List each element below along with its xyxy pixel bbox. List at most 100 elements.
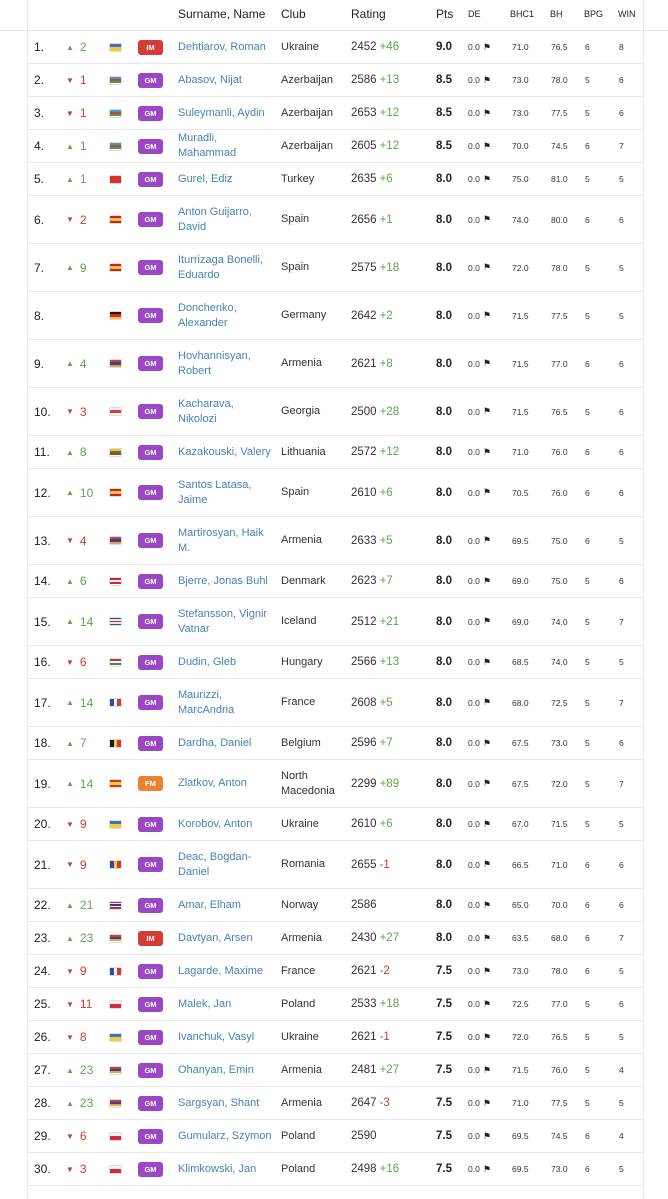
player-name-link[interactable]: Gurel, Ediz: [178, 172, 233, 185]
player-name-link[interactable]: Sargsyan, Shant: [178, 1096, 260, 1109]
table-row[interactable]: 23. ▲ 23 IM Davtyan, Arsen Armenia 2430 +27 8.0 0…: [28, 922, 643, 955]
player-name-link[interactable]: Korobov, Anton: [178, 817, 253, 830]
header-rating[interactable]: Rating: [351, 7, 386, 21]
player-name-link[interactable]: Anton Guijarro, David: [178, 205, 252, 233]
header-de[interactable]: DE: [468, 9, 481, 19]
player-name-link[interactable]: Donchenko, Alexander: [178, 301, 237, 329]
player-name-link[interactable]: Abasov, Nijat: [178, 73, 242, 86]
title-badge: GM: [138, 171, 163, 187]
club-cell: Spain: [281, 486, 310, 498]
table-row[interactable]: 18. ▲ 7 GM Dardha, Daniel Belgium 2596 +7 8.0 0.0…: [28, 727, 643, 760]
table-row[interactable]: 15. ▲ 14 GM Stefansson, Vignir Vatnar Iceland…: [28, 598, 643, 646]
rank-cell: 28.: [34, 1096, 51, 1110]
flag-marker-icon: ⚑: [482, 899, 491, 910]
player-name-link[interactable]: Davtyan, Arsen: [178, 931, 253, 944]
header-bpg[interactable]: BPG: [584, 9, 604, 19]
table-row[interactable]: 16. ▼ 6 GM Dudin, Gleb Hungary 2566 +13 8.0 0.0 ⚑ 6…: [28, 646, 643, 679]
player-name-link[interactable]: Klimkowski, Jan: [178, 1162, 257, 1175]
rank-cell: 8.: [34, 308, 45, 323]
de-cell: 0.0 ⚑: [468, 727, 491, 759]
player-name-link[interactable]: Kazakouski, Valery: [178, 445, 271, 458]
header-bh[interactable]: BH: [550, 9, 563, 19]
table-row[interactable]: 30. ▼ 3 GM Klimkowski, Jan Poland 2498 +16 7.5 0.…: [28, 1153, 643, 1186]
table-row[interactable]: 24. ▼ 9 GM Lagarde, Maxime France 2621 -2 7.5 0.0…: [28, 955, 643, 988]
rating-change: +5: [379, 534, 393, 547]
table-row[interactable]: 27. ▲ 23 GM Ohanyan, Emin Armenia 2481 +27 7.5 0.…: [28, 1054, 643, 1087]
table-row[interactable]: 20. ▼ 9 GM Korobov, Anton Ukraine 2610 +6 8.0 0.0…: [28, 808, 643, 841]
table-row[interactable]: 19. ▲ 14 FM Zlatkov, Anton North Macedonia 229…: [28, 760, 643, 808]
table-row[interactable]: 2. ▼ 1 GM Abasov, Nijat Azerbaijan 2586 +13 8.5 0…: [28, 64, 643, 97]
country-flag: [110, 292, 121, 339]
bh-cell: 76.5: [551, 1032, 568, 1042]
arrow-up-icon: ▲: [66, 698, 74, 707]
de-cell: 0.0 ⚑: [468, 679, 491, 726]
player-name-link[interactable]: Kacharava, Nikolozi: [178, 397, 234, 425]
table-row[interactable]: 11. ▲ 8 GM Kazakouski, Valery Lithuania 2572 +1…: [28, 436, 643, 469]
table-row[interactable]: 28. ▲ 23 GM Sargsyan, Shant Armenia 2647 -3 7.5 0…: [28, 1087, 643, 1120]
player-name-link[interactable]: Dudin, Gleb: [178, 655, 237, 668]
arrow-up-icon: ▲: [66, 1098, 74, 1108]
player-name-link[interactable]: Ivanchuk, Vasyl: [178, 1030, 255, 1043]
table-row[interactable]: 10. ▼ 3 GM Kacharava, Nikolozi Georgia 2500 +28…: [28, 388, 643, 436]
player-name-link[interactable]: Lagarde, Maxime: [178, 964, 263, 977]
de-value: 0.0: [468, 576, 480, 586]
flag-poland-icon: [110, 1000, 121, 1008]
table-row[interactable]: 25. ▼ 11 GM Malek, Jan Poland 2533 +18 7.5 0.0 ⚑ 72…: [28, 988, 643, 1021]
flag-armenia-icon: [110, 360, 121, 367]
player-name-link[interactable]: Bjerre, Jonas Buhl: [178, 574, 268, 587]
points-cell: 8.5: [436, 107, 452, 119]
rating-cell: 2623 +7: [351, 565, 393, 597]
table-row[interactable]: 26. ▼ 8 GM Ivanchuk, Vasyl Ukraine 2621 -1 7.5 0.…: [28, 1021, 643, 1054]
bhc1-cell: 71.0: [512, 447, 529, 457]
arrow-up-icon: ▲: [66, 576, 74, 586]
win-cell: 6: [619, 75, 624, 85]
player-name-link[interactable]: Santos Latasa, Jaime: [178, 478, 252, 506]
bhc1-cell: 69.5: [512, 1131, 529, 1141]
player-name-link[interactable]: Dehtiarov, Roman: [178, 40, 266, 53]
table-row[interactable]: 6. ▼ 2 GM Anton Guijarro, David Spain 2656 +1 8.…: [28, 196, 643, 244]
rank-cell: 6.: [34, 212, 45, 227]
player-name-link[interactable]: Suleymanli, Aydin: [178, 106, 265, 119]
player-name-link[interactable]: Stefansson, Vignir Vatnar: [178, 607, 268, 635]
header-club[interactable]: Club: [281, 7, 306, 21]
table-row[interactable]: 8. GM Donchenko, Alexander Germany 2642 +2 8.0…: [28, 292, 643, 340]
title-badge: GM: [138, 485, 163, 500]
win-cell: 7: [619, 616, 624, 627]
points-cell: 8.0: [436, 858, 452, 871]
table-row[interactable]: 5. ▲ 1 GM Gurel, Ediz Turkey 2635 +6 8.0 0.0 ⚑ 75.0…: [28, 163, 643, 196]
player-name-link[interactable]: Malek, Jan: [178, 997, 232, 1010]
player-name-link[interactable]: Iturrizaga Bonelli, Eduardo: [178, 253, 263, 281]
player-name-link[interactable]: Maurizzi, MarcAndria: [178, 688, 235, 716]
table-row[interactable]: 17. ▲ 14 GM Maurizzi, MarcAndria France 2608 +5…: [28, 679, 643, 727]
player-name-link[interactable]: Ohanyan, Emin: [178, 1063, 254, 1076]
header-name[interactable]: Surname, Name: [178, 7, 266, 21]
flag-marker-icon: ⚑: [482, 616, 491, 626]
table-row[interactable]: 1. ▲ 2 IM Dehtiarov, Roman Ukraine 2452 +46 9.0 0…: [28, 31, 643, 64]
table-row[interactable]: 22. ▲ 21 GM Amar, Elham Norway 2586 8.0 0.0 ⚑ 65.0…: [28, 889, 643, 922]
header-pts[interactable]: Pts: [436, 7, 454, 21]
table-row[interactable]: 4. ▲ 1 GM Muradli, Mahammad Azerbaijan 2605 +12…: [28, 130, 643, 163]
table-row[interactable]: 29. ▼ 6 GM Gumularz, Szymon Poland 2590 7.5 0.0 ⚑…: [28, 1120, 643, 1153]
table-row[interactable]: 21. ▼ 9 GM Deac, Bogdan-Daniel Romania 2655 -1 8…: [28, 841, 643, 889]
player-name-link[interactable]: Deac, Bogdan-Daniel: [178, 850, 252, 878]
table-row[interactable]: 13. ▼ 4 GM Martirosyan, Haik M. Armenia 2633 +5…: [28, 517, 643, 565]
rating-cell: 2533 +18: [351, 988, 399, 1020]
rank-cell: 14.: [34, 574, 51, 588]
player-name-link[interactable]: Gumularz, Szymon: [178, 1129, 272, 1142]
flag-france-icon: [110, 967, 122, 975]
player-name-link[interactable]: Martirosyan, Haik M.: [178, 526, 264, 554]
player-name-link[interactable]: Muradli, Mahammad: [178, 132, 237, 159]
table-row[interactable]: 3. ▼ 1 GM Suleymanli, Aydin Azerbaijan 2653 +12…: [28, 97, 643, 130]
player-name-link[interactable]: Amar, Elham: [178, 898, 241, 911]
player-name-link[interactable]: Zlatkov, Anton: [178, 777, 247, 789]
table-row[interactable]: 7. ▲ 9 GM Iturrizaga Bonelli, Eduardo Spain 25…: [28, 244, 643, 292]
player-name-link[interactable]: Hovhannisyan, Robert: [178, 349, 251, 377]
rank-change: ▼ 3: [66, 388, 87, 435]
table-row[interactable]: 14. ▲ 6 GM Bjerre, Jonas Buhl Denmark 2623 +7 8.…: [28, 565, 643, 598]
bpg-cell: 5: [585, 310, 590, 321]
table-row[interactable]: 9. ▲ 4 GM Hovhannisyan, Robert Armenia 2621 +8 8…: [28, 340, 643, 388]
table-row[interactable]: 12. ▲ 10 GM Santos Latasa, Jaime Spain 2610 +6 8…: [28, 469, 643, 517]
header-bhc1[interactable]: BHC1: [510, 9, 535, 19]
player-name-link[interactable]: Dardha, Daniel: [178, 736, 252, 749]
header-win[interactable]: WIN: [618, 9, 636, 19]
